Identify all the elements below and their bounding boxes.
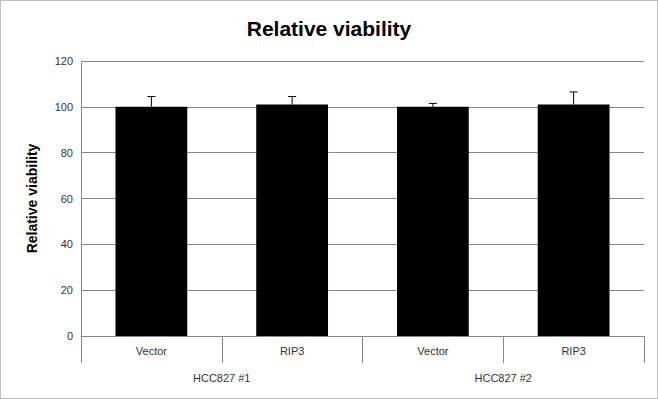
- svg-text:HCC827 #1: HCC827 #1: [193, 372, 250, 384]
- svg-text:100: 100: [55, 101, 73, 113]
- svg-text:20: 20: [61, 284, 73, 296]
- svg-text:Vector: Vector: [136, 345, 168, 357]
- svg-text:40: 40: [61, 238, 73, 250]
- svg-text:120: 120: [55, 55, 73, 67]
- svg-text:80: 80: [61, 147, 73, 159]
- svg-text:60: 60: [61, 193, 73, 205]
- svg-text:Relative viability: Relative viability: [24, 143, 40, 253]
- svg-text:Vector: Vector: [417, 345, 449, 357]
- svg-text:0: 0: [67, 330, 73, 342]
- svg-text:RIP3: RIP3: [561, 345, 585, 357]
- svg-text:RIP3: RIP3: [280, 345, 304, 357]
- svg-text:Relative viability: Relative viability: [247, 17, 412, 40]
- svg-text:HCC827 #2: HCC827 #2: [475, 372, 532, 384]
